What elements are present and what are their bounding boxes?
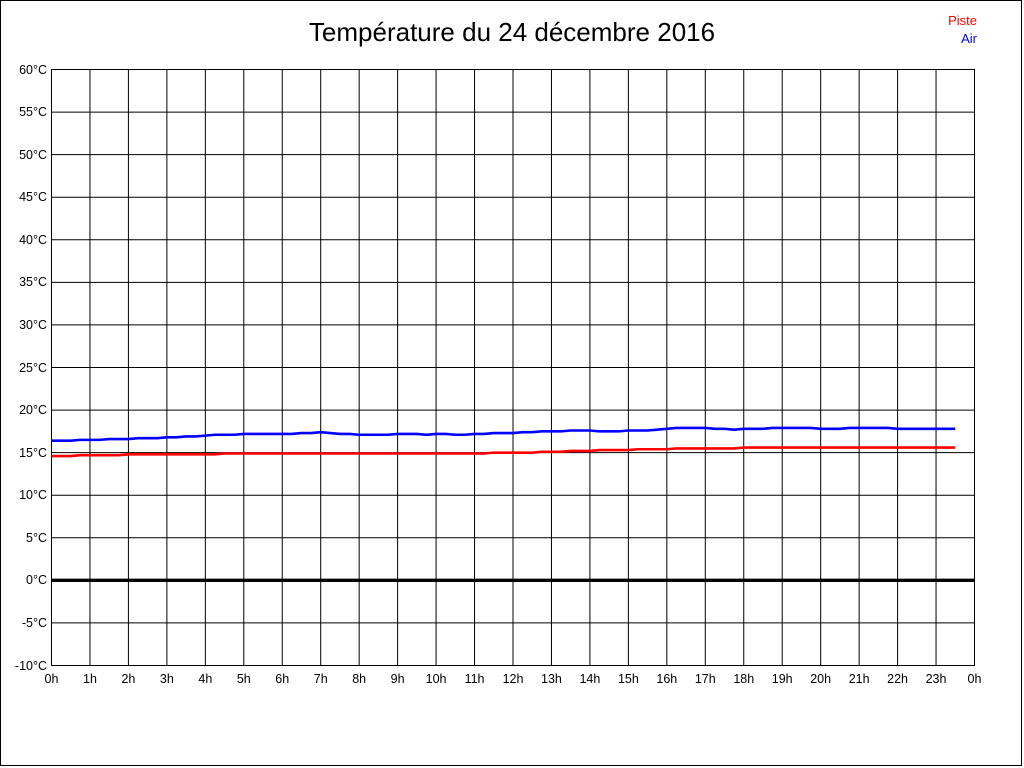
legend-item-air: Air (961, 31, 977, 46)
legend-item-piste: Piste (948, 13, 977, 28)
series-line-piste (51, 446, 956, 458)
x-axis-tick-label: 17h (694, 672, 716, 686)
y-axis-tick-label: 0°C (26, 573, 47, 588)
x-axis-tick-label: 21h (848, 672, 870, 686)
x-axis-tick-label: 2h (121, 672, 136, 686)
y-axis-tick-label: -5°C (21, 615, 47, 630)
data-series-group (51, 426, 956, 458)
y-axis-tick-label: 55°C (19, 105, 47, 120)
y-axis-tick-label: 35°C (19, 275, 47, 290)
y-axis-tick-label: 5°C (26, 530, 47, 545)
x-axis-tick-label: 23h (925, 672, 947, 686)
x-axis-tick-label: 5h (236, 672, 251, 686)
x-axis-labels: 0h 1h 2h 3h 4h 5h 6h 7h 8h 9h 10h 11h 12h 13h 14h 15h 16… (1, 672, 1023, 694)
x-axis-tick-label: 19h (771, 672, 793, 686)
y-axis-tick-label: 45°C (19, 190, 47, 205)
x-axis-tick-label: 10h (425, 672, 447, 686)
y-axis-tick-label: 60°C (19, 62, 47, 77)
y-axis-tick-label: -10°C (14, 658, 47, 673)
x-axis-tick-label: 9h (390, 672, 405, 686)
y-axis-labels: -10°C -5°C 0°C 5°C 10°C 15°C 20°C 25°C 30°C 35°C 4… (1, 63, 47, 673)
y-axis-tick-label: 10°C (19, 488, 47, 503)
x-axis-tick-label: 1h (83, 672, 97, 686)
x-axis-tick-label: 8h (352, 672, 367, 686)
x-axis-tick-label: 3h (159, 672, 174, 686)
x-axis-tick-label: 0h (44, 672, 59, 686)
x-axis-tick-label: 22h (887, 672, 909, 686)
x-axis-tick-label: 11h (464, 672, 485, 686)
series-line-air (51, 426, 956, 443)
plot-area (51, 69, 975, 666)
x-axis-tick-label: 18h (733, 672, 755, 686)
y-axis-tick-label: 15°C (19, 445, 47, 460)
chart-legend: Piste Air (948, 12, 977, 48)
y-axis-tick-label: 25°C (19, 360, 47, 375)
x-axis-tick-label: 14h (579, 672, 601, 686)
x-axis-tick-label: 0h (967, 672, 982, 686)
x-axis-tick-label: 4h (198, 672, 213, 686)
x-axis-tick-label: 20h (810, 672, 832, 686)
y-axis-tick-label: 40°C (19, 232, 47, 247)
vertical-gridlines (89, 69, 937, 666)
x-axis-tick-label: 7h (313, 672, 328, 686)
x-axis-tick-label: 6h (275, 672, 290, 686)
x-axis-tick-label: 12h (502, 672, 524, 686)
page-title: Température du 24 décembre 2016 (308, 17, 716, 47)
x-axis-tick-label: 13h (541, 672, 562, 686)
x-axis-tick-label: 16h (656, 672, 678, 686)
y-axis-tick-label: 20°C (19, 403, 47, 418)
x-axis-tick-label: 15h (617, 672, 639, 686)
temperature-line-chart (51, 69, 975, 666)
y-axis-tick-label: 50°C (19, 147, 47, 162)
y-axis-tick-label: 30°C (19, 317, 47, 332)
